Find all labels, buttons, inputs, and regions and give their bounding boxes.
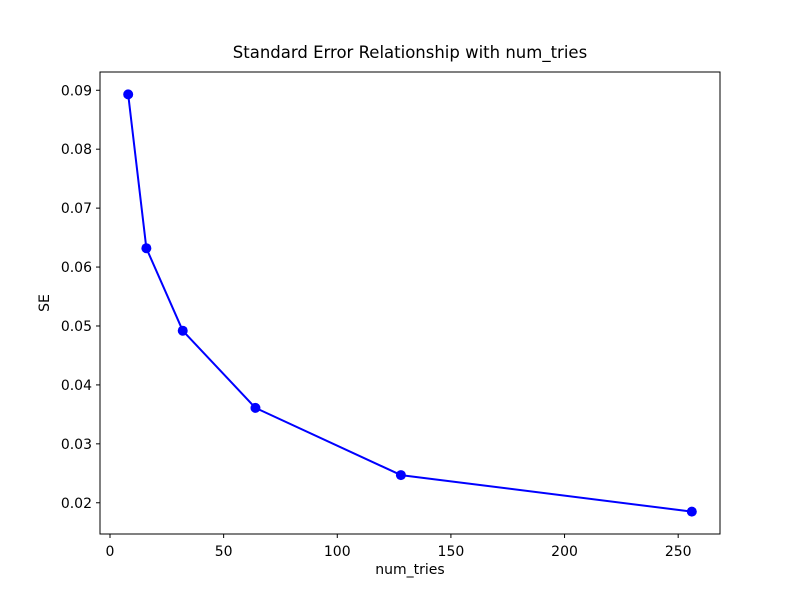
x-axis-label: num_tries	[375, 562, 445, 578]
x-tick-label: 250	[665, 544, 692, 560]
data-point	[395, 470, 406, 481]
y-axis-label: SE	[37, 294, 53, 312]
y-tick-label: 0.04	[61, 378, 92, 394]
y-tick-label: 0.09	[61, 83, 92, 99]
x-tick-label: 0	[106, 544, 115, 560]
y-tick-label: 0.02	[61, 496, 92, 512]
x-tick-label: 50	[215, 544, 233, 560]
data-point	[141, 243, 152, 254]
axes-frame	[99, 71, 721, 535]
y-tick-label: 0.08	[61, 142, 92, 158]
data-point	[177, 325, 188, 336]
y-tick-label: 0.06	[61, 260, 92, 276]
x-tick-label: 150	[438, 544, 465, 560]
x-tick-label: 200	[551, 544, 578, 560]
y-tick-label: 0.07	[61, 201, 92, 217]
x-tick-label: 100	[324, 544, 351, 560]
data-point	[250, 402, 261, 413]
data-point	[123, 89, 134, 100]
data-point	[686, 506, 697, 517]
chart-title: Standard Error Relationship with num_tri…	[232, 43, 588, 62]
y-tick-label: 0.05	[61, 319, 92, 335]
data-line	[127, 94, 692, 513]
y-tick-label: 0.03	[61, 437, 92, 453]
